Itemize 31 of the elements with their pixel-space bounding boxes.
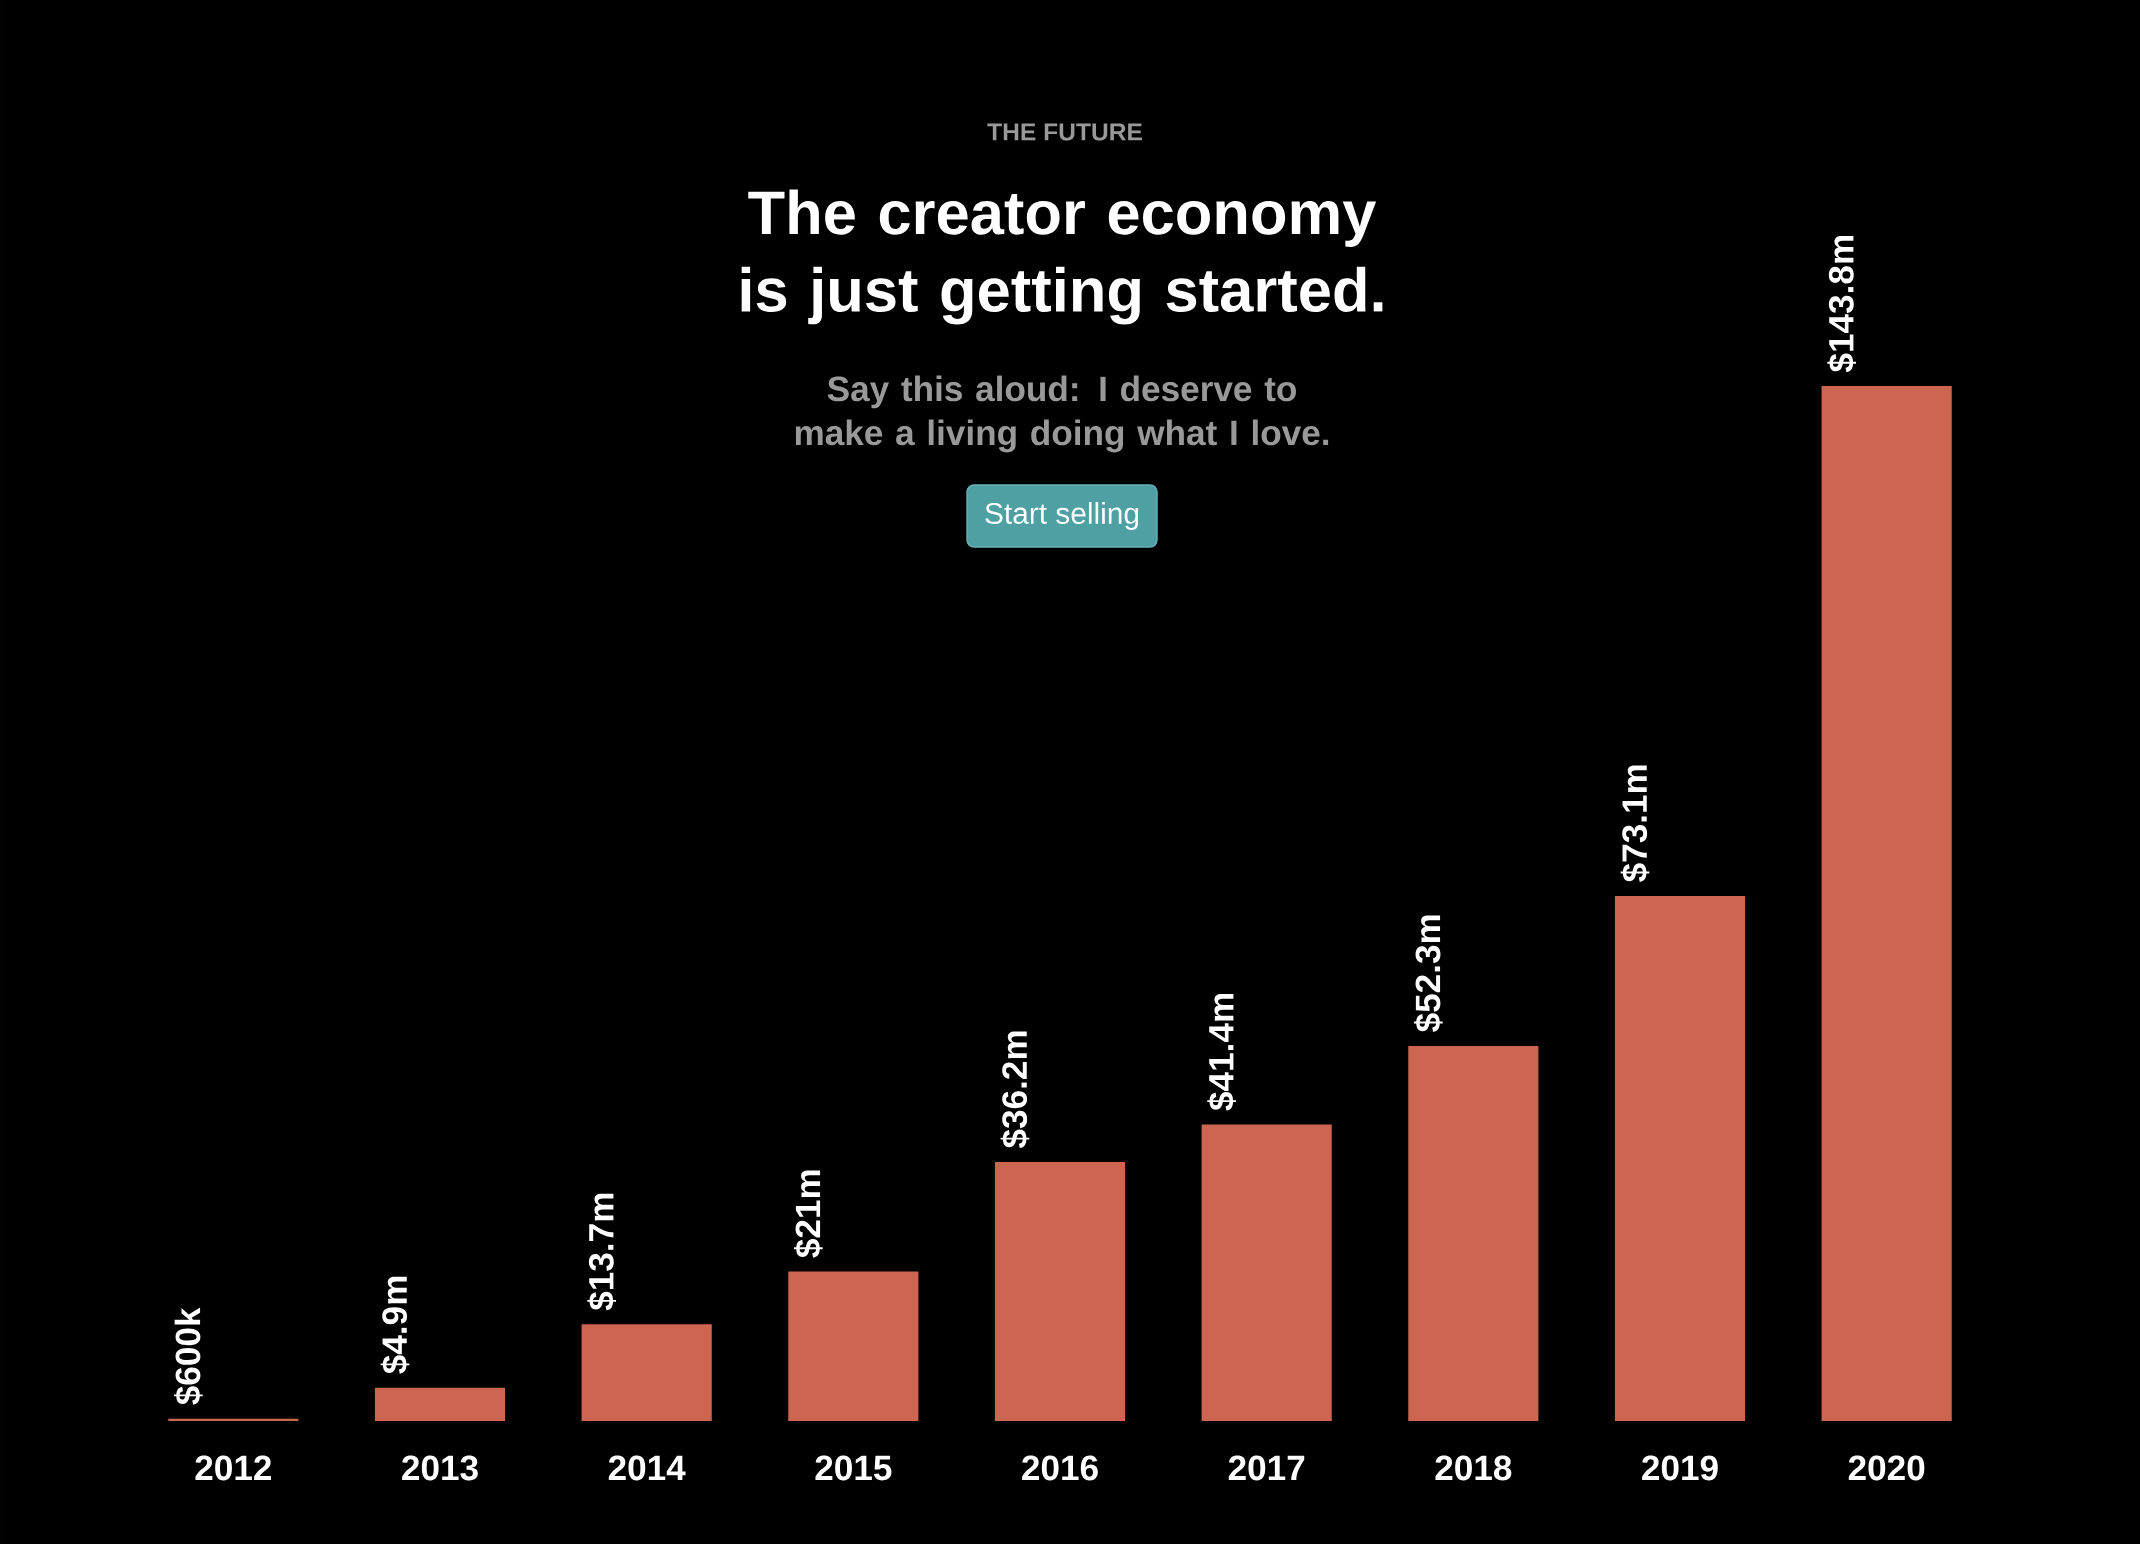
bar	[1199, 1122, 1334, 1424]
x-tick-label: 2012	[195, 1455, 272, 1481]
bar	[1819, 383, 1954, 1424]
chart-subtitle: Say this aloud: I deserve to make a living doing what I love.	[795, 375, 1329, 453]
bar	[786, 1269, 921, 1424]
x-tick-label: 2014	[608, 1455, 686, 1481]
annotation: Start selling	[985, 502, 1139, 530]
x-tick-label: 2019	[1642, 1455, 1718, 1481]
x-tick-label: 2020	[1848, 1455, 1925, 1481]
bar	[1612, 893, 1748, 1424]
data-label: $52.3m	[1413, 915, 1443, 1032]
data-label: $41.4m	[1207, 993, 1236, 1111]
bar	[166, 1416, 301, 1424]
data-label: $13.7m	[587, 1193, 616, 1311]
x-tick-label: 2013	[402, 1455, 478, 1481]
bar	[992, 1159, 1128, 1424]
data-label: $36.2m	[1000, 1031, 1030, 1149]
x-tick-label: 2016	[1022, 1455, 1098, 1481]
text: THE FUTURE	[987, 123, 1142, 141]
chart-title: The creator economy is just getting started.	[741, 189, 1383, 325]
data-label: $143.8m	[1827, 236, 1856, 373]
data-label: $600k	[173, 1307, 203, 1405]
x-tick-label: 2015	[815, 1455, 892, 1481]
bar	[1406, 1043, 1541, 1424]
x-tick-label: 2017	[1228, 1455, 1305, 1481]
x-tick-label: 2018	[1435, 1455, 1512, 1481]
data-label: $21m	[793, 1170, 823, 1258]
bar	[372, 1385, 508, 1424]
bar	[579, 1322, 714, 1424]
data-label: $73.1m	[1620, 765, 1650, 882]
data-label: $4.9m	[380, 1276, 410, 1374]
